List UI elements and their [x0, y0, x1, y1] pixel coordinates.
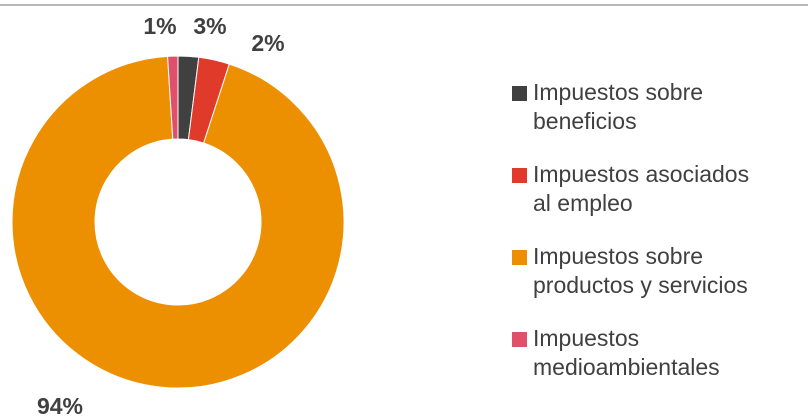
legend-swatch: [512, 332, 527, 347]
legend-item: Impuestos asociados al empleo: [512, 160, 772, 218]
legend-label: Impuestos sobre productos y servicios: [533, 243, 748, 298]
legend: Impuestos sobre beneficios Impuestos asoc…: [512, 78, 772, 406]
legend-item: Impuestos medioambientales: [512, 324, 772, 382]
legend-item: Impuestos sobre beneficios: [512, 78, 772, 136]
data-label: 2%: [251, 30, 284, 56]
legend-label: Impuestos asociados al empleo: [533, 161, 750, 216]
data-label: 3%: [193, 13, 226, 39]
legend-swatch: [512, 250, 527, 265]
legend-label: Impuestos sobre beneficios: [533, 79, 704, 134]
donut-slice: [167, 55, 179, 140]
donut-slice: [11, 55, 345, 389]
data-label: 94%: [37, 393, 83, 418]
legend-swatch: [512, 168, 527, 183]
legend-item: Impuestos sobre productos y servicios: [512, 242, 772, 300]
legend-label: Impuestos medioambientales: [533, 325, 720, 380]
data-label: 1%: [143, 13, 176, 39]
legend-swatch: [512, 86, 527, 101]
